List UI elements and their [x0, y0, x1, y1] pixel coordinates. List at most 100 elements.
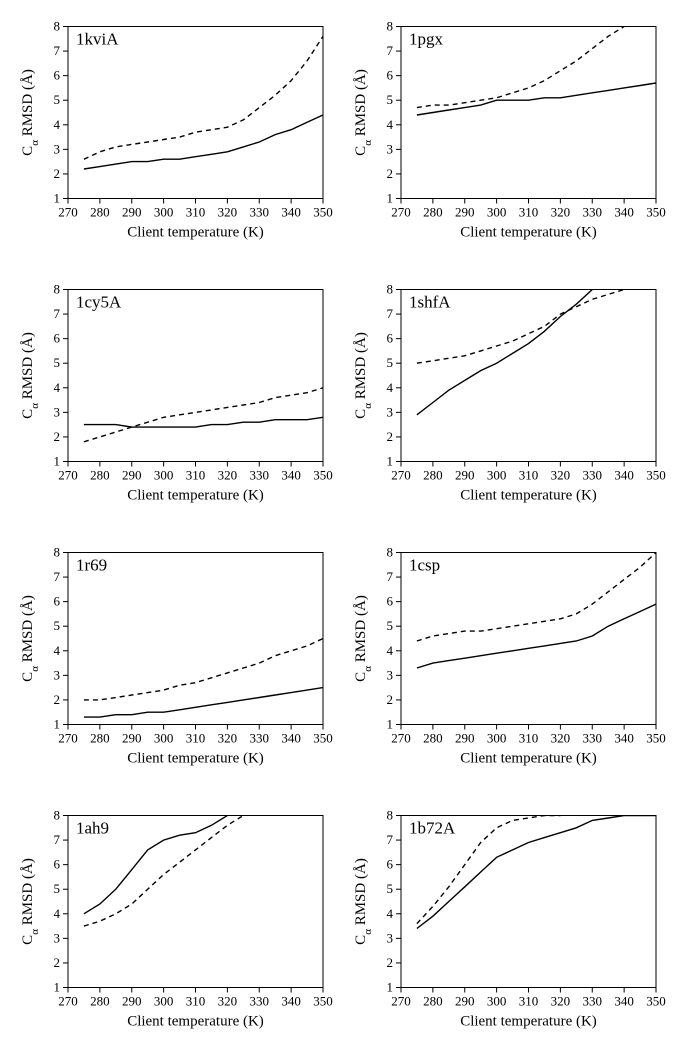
y-ticklabel: 4 [387, 117, 394, 132]
y-ticklabel: 8 [387, 19, 394, 34]
y-ticklabel: 7 [387, 43, 394, 58]
axes-frame [68, 290, 323, 462]
axes-frame [401, 290, 656, 462]
y-axis-title: Cα RMSD (Å) [20, 332, 41, 419]
panel-title: 1b72A [409, 819, 456, 838]
y-ticklabel: 5 [54, 355, 61, 370]
series-dashed [84, 639, 323, 700]
y-ticklabel: 1 [387, 980, 394, 995]
y-ticklabel: 6 [54, 857, 61, 872]
x-ticklabel: 280 [423, 731, 443, 746]
panel-title: 1shfA [409, 293, 451, 312]
x-axis-title: Client temperature (K) [460, 488, 597, 504]
x-ticklabel: 320 [218, 731, 238, 746]
x-ticklabel: 340 [614, 731, 634, 746]
x-ticklabel: 280 [90, 468, 110, 483]
panel-title: 1csp [409, 556, 440, 575]
series-dashed [417, 553, 656, 642]
y-ticklabel: 2 [54, 692, 61, 707]
panel-1pgx: 27028029030031032033034035012345678Clien… [349, 16, 662, 249]
panel-title: 1ah9 [76, 819, 109, 838]
y-ticklabel: 8 [387, 808, 394, 823]
series-solid [417, 83, 656, 115]
x-ticklabel: 290 [455, 468, 475, 483]
y-ticklabel: 5 [387, 92, 394, 107]
y-ticklabel: 8 [387, 282, 394, 297]
x-ticklabel: 350 [313, 468, 333, 483]
x-ticklabel: 270 [58, 468, 78, 483]
y-axis-title: Cα RMSD (Å) [20, 858, 41, 945]
x-ticklabel: 300 [154, 994, 174, 1009]
x-ticklabel: 290 [455, 731, 475, 746]
panel-title: 1cy5A [76, 293, 122, 312]
y-ticklabel: 2 [387, 692, 394, 707]
x-ticklabel: 290 [455, 205, 475, 220]
x-ticklabel: 300 [154, 731, 174, 746]
x-ticklabel: 350 [646, 468, 666, 483]
series-solid [417, 604, 656, 668]
y-ticklabel: 5 [387, 618, 394, 633]
y-ticklabel: 8 [54, 545, 61, 560]
x-ticklabel: 300 [154, 205, 174, 220]
y-ticklabel: 6 [54, 331, 61, 346]
x-ticklabel: 290 [455, 994, 475, 1009]
x-ticklabel: 320 [551, 205, 571, 220]
axes-frame [68, 27, 323, 199]
y-ticklabel: 7 [387, 832, 394, 847]
y-ticklabel: 8 [54, 282, 61, 297]
x-ticklabel: 290 [122, 468, 142, 483]
panel-1r69: 27028029030031032033034035012345678Clien… [16, 542, 329, 775]
y-ticklabel: 3 [387, 404, 394, 419]
x-ticklabel: 270 [391, 994, 411, 1009]
x-ticklabel: 350 [313, 994, 333, 1009]
x-ticklabel: 280 [90, 731, 110, 746]
y-ticklabel: 2 [54, 166, 61, 181]
x-axis-title: Client temperature (K) [460, 225, 597, 241]
x-ticklabel: 330 [583, 731, 603, 746]
svg-text:Cα RMSD (Å): Cα RMSD (Å) [353, 595, 374, 682]
y-ticklabel: 6 [54, 68, 61, 83]
series-solid [84, 115, 323, 169]
x-ticklabel: 350 [313, 731, 333, 746]
y-ticklabel: 3 [54, 141, 61, 156]
series-dashed [84, 388, 323, 442]
svg-text:Cα RMSD (Å): Cα RMSD (Å) [353, 69, 374, 156]
y-ticklabel: 3 [387, 667, 394, 682]
svg-text:Cα RMSD (Å): Cα RMSD (Å) [20, 595, 41, 682]
x-ticklabel: 340 [281, 468, 301, 483]
y-ticklabel: 6 [387, 857, 394, 872]
x-ticklabel: 320 [218, 468, 238, 483]
y-ticklabel: 2 [54, 429, 61, 444]
chart-grid: 270 280 290 300 310 320 330 340 350 1 2 3 4 5 6 7 8 Clien… [16, 16, 662, 1016]
y-ticklabel: 4 [54, 380, 61, 395]
y-ticklabel: 7 [54, 306, 61, 321]
x-axis-title: Client temperature (K) [127, 751, 264, 767]
x-ticklabel: 290 [122, 731, 142, 746]
series-solid [84, 417, 323, 427]
svg-text:Cα RMSD (Å): Cα RMSD (Å) [20, 858, 41, 945]
y-ticklabel: 8 [387, 545, 394, 560]
y-ticklabel: 6 [54, 594, 61, 609]
y-ticklabel: 6 [387, 331, 394, 346]
y-ticklabel: 1 [387, 454, 394, 469]
x-ticklabel: 330 [583, 994, 603, 1009]
y-ticklabel: 4 [387, 643, 394, 658]
svg-text:Cα RMSD (Å): Cα RMSD (Å) [20, 69, 41, 156]
svg-text:Cα RMSD (Å): Cα RMSD (Å) [20, 332, 41, 419]
x-ticklabel: 300 [487, 731, 507, 746]
y-ticklabel: 6 [387, 68, 394, 83]
x-ticklabel: 270 [58, 994, 78, 1009]
x-ticklabel: 320 [218, 994, 238, 1009]
x-ticklabel: 270 [391, 468, 411, 483]
x-ticklabel: 330 [250, 205, 270, 220]
x-ticklabel: 310 [519, 731, 539, 746]
panel-1cy5A: 27028029030031032033034035012345678Clien… [16, 279, 329, 512]
panel-1csp: 27028029030031032033034035012345678Clien… [349, 542, 662, 775]
x-ticklabel: 280 [423, 994, 443, 1009]
series-dashed [417, 27, 624, 108]
y-ticklabel: 1 [54, 980, 61, 995]
x-ticklabel: 320 [551, 468, 571, 483]
y-ticklabel: 7 [54, 569, 61, 584]
y-ticklabel: 7 [54, 43, 61, 58]
x-axis-title: Client temperature (K) [127, 488, 264, 504]
